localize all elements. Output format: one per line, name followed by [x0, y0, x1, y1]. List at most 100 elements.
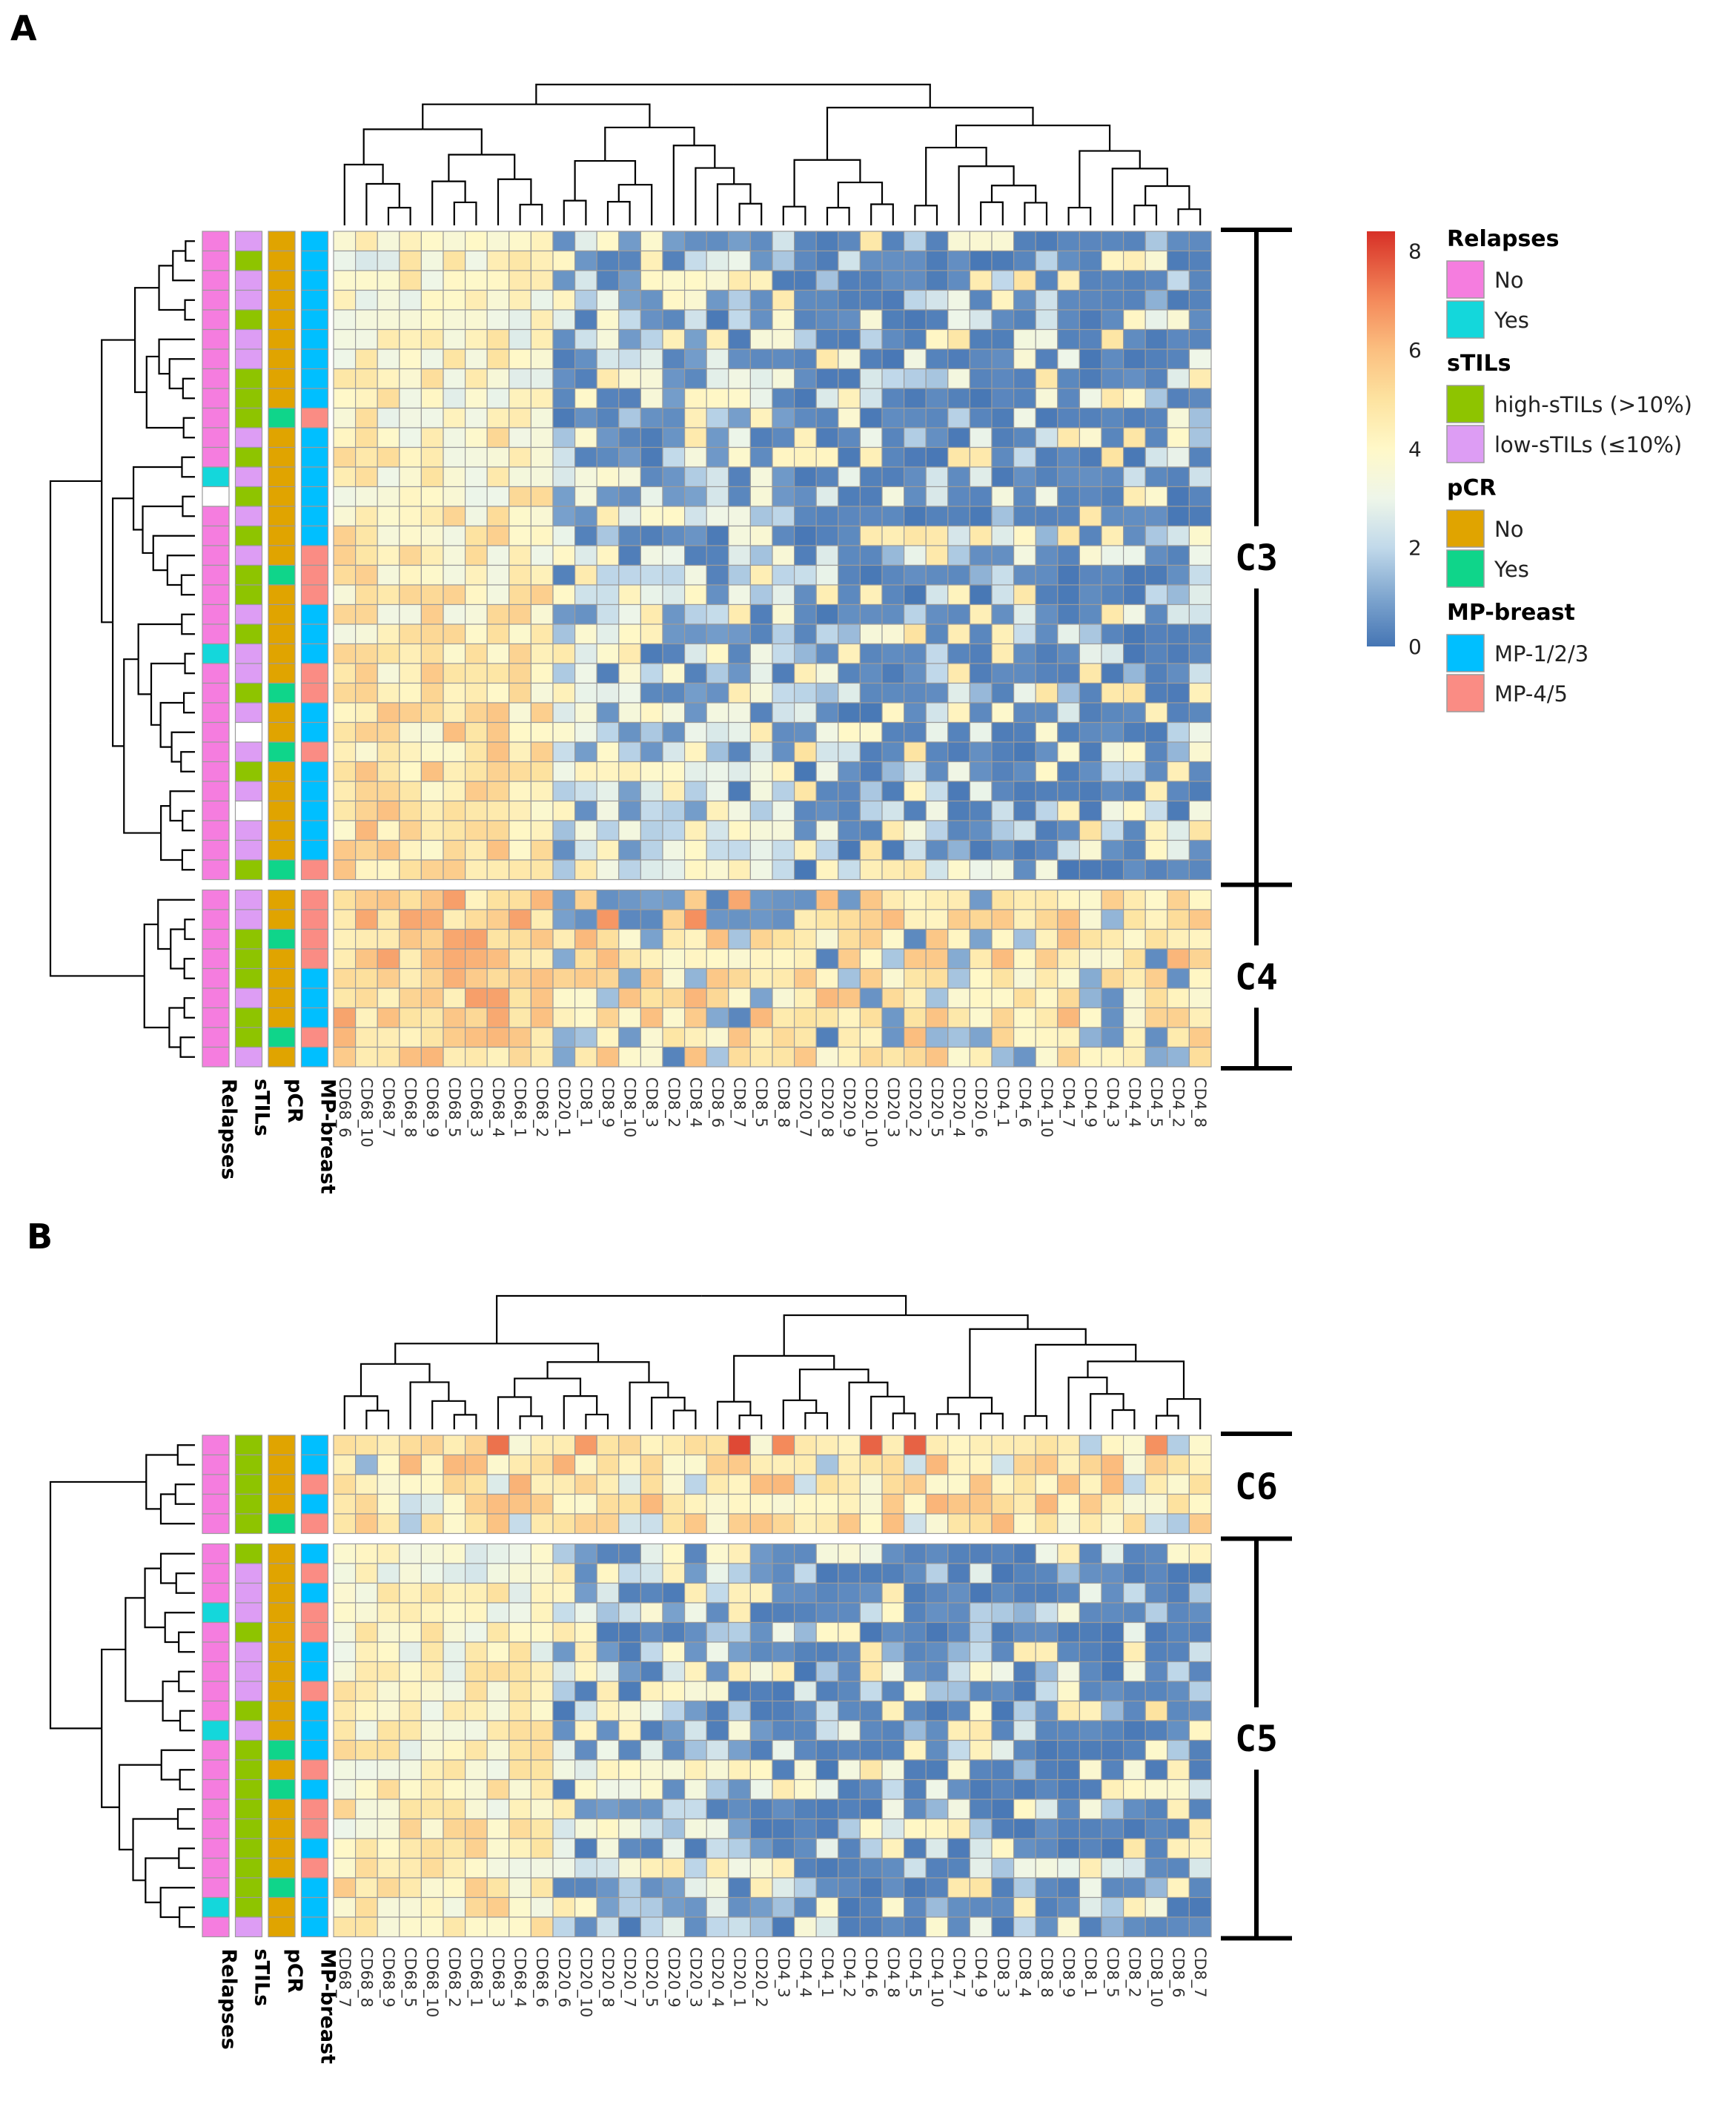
- heatmap-cell: [881, 466, 905, 488]
- heatmap-cell: [969, 1621, 993, 1643]
- heatmap-cell: [749, 800, 773, 821]
- heatmap-cell: [728, 1563, 751, 1584]
- column-dendrogram-branch: [800, 1399, 818, 1413]
- heatmap-cell: [443, 839, 466, 861]
- heatmap-cell: [793, 427, 817, 449]
- heatmap-cell: [859, 1739, 883, 1761]
- heatmap-cell: [508, 545, 531, 566]
- heatmap-cell: [399, 1543, 422, 1564]
- heatmap-cell: [508, 348, 531, 370]
- heatmap-cell: [815, 328, 839, 350]
- heatmap-cell: [925, 328, 949, 350]
- heatmap-cell: [508, 1474, 531, 1495]
- heatmap-cell: [464, 1621, 488, 1643]
- column-dendrogram-branch: [1090, 1393, 1107, 1429]
- heatmap-cell: [838, 1857, 861, 1879]
- heatmap-cell: [662, 368, 686, 389]
- heatmap-cell: [706, 909, 729, 930]
- heatmap-cell: [859, 525, 883, 546]
- heatmap-cell: [399, 270, 422, 291]
- heatmap-cell: [464, 1007, 488, 1028]
- heatmap-cell: [1167, 407, 1190, 429]
- annotation-label: Relapses: [217, 1079, 240, 1179]
- heatmap-cell: [728, 1916, 751, 1938]
- heatmap-cell: [1013, 1700, 1036, 1721]
- column-dendrogram-branch: [958, 165, 987, 225]
- heatmap-cell: [947, 466, 971, 488]
- heatmap-cell: [793, 967, 817, 989]
- heatmap-cell: [355, 1759, 378, 1781]
- heatmap-cell: [1188, 1681, 1212, 1702]
- heatmap-cell: [443, 663, 466, 684]
- row-dendrogram-branch: [179, 1779, 195, 1790]
- heatmap-cell: [1122, 1700, 1146, 1721]
- column-dendrogram-branch: [481, 153, 516, 179]
- heatmap-cell: [925, 250, 949, 271]
- heatmap-cell: [420, 564, 444, 586]
- heatmap-cell: [530, 1720, 554, 1741]
- row-dendrogram-branch: [170, 731, 195, 747]
- heatmap-cell: [859, 1602, 883, 1624]
- heatmap-cell: [772, 800, 795, 821]
- heatmap-cell: [728, 663, 751, 684]
- heatmap-cell: [420, 928, 444, 950]
- heatmap-cell: [1013, 1818, 1036, 1839]
- heatmap-cell: [618, 603, 641, 625]
- heatmap-cell: [1057, 388, 1081, 409]
- heatmap-cell: [1013, 987, 1036, 1009]
- heatmap-cell: [530, 909, 554, 930]
- heatmap-cell: [1122, 682, 1146, 704]
- annotation-cell-mpbreast: [300, 603, 329, 625]
- heatmap-cell: [377, 1454, 400, 1475]
- heatmap-cell: [574, 1602, 597, 1624]
- heatmap-cell: [1035, 1857, 1059, 1879]
- heatmap-cell: [486, 1543, 510, 1564]
- heatmap-cell: [903, 623, 927, 645]
- heatmap-cell: [464, 270, 488, 291]
- heatmap-cell: [1101, 820, 1124, 841]
- row-dendrogram-branch: [49, 723, 145, 977]
- heatmap-cell: [706, 289, 729, 311]
- heatmap-cell: [1079, 928, 1102, 950]
- heatmap-cell: [1167, 270, 1190, 291]
- heatmap-cell: [618, 781, 641, 802]
- heatmap-cell: [1079, 1720, 1102, 1741]
- heatmap-cell: [464, 967, 488, 989]
- heatmap-cell: [662, 564, 686, 586]
- heatmap-cell: [1188, 388, 1212, 409]
- heatmap-cell: [903, 1759, 927, 1781]
- heatmap-cell: [903, 1739, 927, 1761]
- heatmap-cell: [838, 948, 861, 970]
- heatmap-cell: [815, 427, 839, 449]
- heatmap-cell: [443, 486, 466, 507]
- heatmap-cell: [464, 741, 488, 763]
- heatmap-cell: [355, 1493, 378, 1515]
- heatmap-cell: [355, 1700, 378, 1721]
- column-dendrogram-branch: [904, 1412, 916, 1429]
- heatmap-cell: [903, 1857, 927, 1879]
- heatmap-cell: [1122, 623, 1146, 645]
- column-dendrogram-branch: [343, 163, 364, 225]
- column-dendrogram-branch: [1110, 150, 1141, 169]
- heatmap-cell: [1188, 1838, 1212, 1859]
- heatmap-cell: [486, 663, 510, 684]
- heatmap-cell: [881, 1739, 905, 1761]
- heatmap-cell: [596, 446, 620, 468]
- heatmap-cell: [793, 1739, 817, 1761]
- heatmap-cell: [881, 270, 905, 291]
- heatmap-cell: [508, 1454, 531, 1475]
- heatmap-cell: [486, 1661, 510, 1682]
- column-label: CD68_6: [335, 1077, 354, 1137]
- annotation-cell-mpbreast: [300, 859, 329, 881]
- heatmap-cell: [640, 564, 663, 586]
- heatmap-cell: [728, 909, 751, 930]
- heatmap-cell: [1035, 1582, 1059, 1604]
- heatmap-cell: [596, 270, 620, 291]
- heatmap-cell: [333, 761, 357, 782]
- heatmap-cell: [1122, 1896, 1146, 1918]
- heatmap-cell: [399, 859, 422, 881]
- heatmap-cell: [377, 1046, 400, 1068]
- heatmap-cell: [464, 289, 488, 311]
- heatmap-cell: [749, 1661, 773, 1682]
- heatmap-cell: [443, 967, 466, 989]
